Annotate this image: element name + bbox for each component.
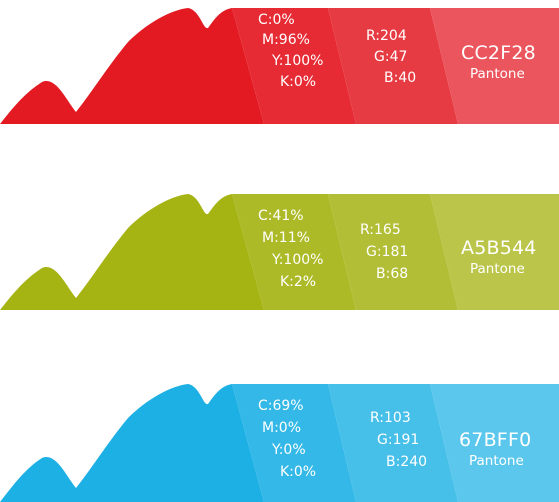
cmyk-k: K:2%: [280, 274, 317, 290]
cmyk-y: Y:100%: [272, 252, 324, 268]
cmyk-y: Y:0%: [272, 442, 306, 458]
cmyk-c: C:0%: [258, 12, 295, 28]
rgb-r: R:204: [366, 28, 407, 44]
rgb-r: R:103: [370, 410, 411, 426]
rgb-r: R:165: [360, 222, 401, 238]
hex-panel: [430, 384, 559, 502]
cmyk-y: Y:100%: [272, 53, 324, 69]
cmyk-k: K:0%: [280, 464, 317, 480]
rgb-g: G:191: [377, 432, 420, 448]
hex-panel: [430, 194, 559, 310]
hex-code: CC2F28: [461, 42, 536, 64]
cmyk-c: C:69%: [258, 398, 304, 414]
cmyk-m: M:96%: [262, 32, 310, 48]
cmyk-panel: [232, 384, 356, 502]
swatch-blue: C:69% M:0% Y:0% K:0% R:103 G:191 B:240 6…: [0, 376, 559, 502]
rgb-g: G:181: [366, 244, 409, 260]
swatch-graphic: [0, 194, 559, 310]
mountain-shape: [0, 194, 264, 310]
swatch-graphic: [0, 8, 559, 124]
rgb-panel: [328, 194, 458, 310]
rgb-panel: [328, 8, 458, 124]
rgb-b: B:68: [376, 266, 409, 282]
swatch-red: C:0% M:96% Y:100% K:0% R:204 G:47 B:40 C…: [0, 0, 559, 126]
rgb-panel: [328, 384, 458, 502]
swatch-green: C:41% M:11% Y:100% K:2% R:165 G:181 B:68…: [0, 186, 559, 312]
cmyk-k: K:0%: [280, 74, 317, 90]
rgb-b: B:240: [386, 454, 428, 470]
pantone-label: Pantone: [470, 261, 525, 277]
rgb-b: B:40: [384, 70, 417, 86]
mountain-shape: [0, 384, 264, 502]
cmyk-m: M:0%: [262, 420, 302, 436]
cmyk-c: C:41%: [258, 208, 304, 224]
rgb-g: G:47: [374, 49, 408, 65]
pantone-label: Pantone: [469, 453, 524, 469]
hex-panel: [430, 8, 559, 124]
cmyk-panel: [232, 8, 356, 124]
hex-code: 67BFF0: [459, 429, 532, 451]
cmyk-m: M:11%: [262, 230, 310, 246]
cmyk-panel: [232, 194, 356, 310]
swatch-graphic: [0, 384, 559, 502]
hex-code: A5B544: [461, 237, 537, 259]
pantone-label: Pantone: [470, 66, 525, 82]
mountain-shape: [0, 8, 264, 124]
